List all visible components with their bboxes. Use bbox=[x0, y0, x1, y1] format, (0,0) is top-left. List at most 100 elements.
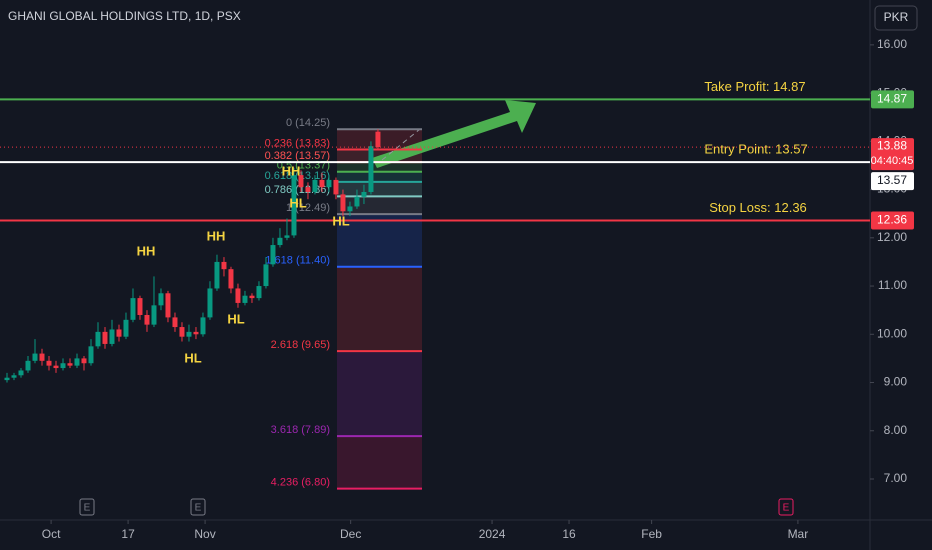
candle-body bbox=[144, 314, 150, 325]
event-box bbox=[190, 498, 206, 516]
candle-body bbox=[18, 370, 24, 376]
candle-body bbox=[249, 295, 255, 299]
event-label: E bbox=[195, 503, 202, 514]
fib-zone bbox=[337, 214, 422, 267]
pattern-label: HL bbox=[227, 311, 244, 326]
candle-body bbox=[277, 237, 283, 246]
fib-zone bbox=[337, 266, 422, 352]
x-tick-label: 2024 bbox=[479, 527, 506, 541]
candle-body bbox=[158, 293, 164, 306]
pattern-label: HH bbox=[282, 163, 301, 178]
candle-body bbox=[137, 298, 143, 315]
event-label: E bbox=[84, 503, 91, 514]
level-badge: 12.36 bbox=[877, 213, 907, 227]
candle-body bbox=[214, 261, 220, 289]
chart-title: GHANI GLOBAL HOLDINGS LTD, 1D, PSX bbox=[8, 9, 241, 23]
currency-label[interactable]: PKR bbox=[884, 10, 909, 24]
candle-body bbox=[228, 269, 234, 289]
candle-body bbox=[326, 179, 332, 188]
candle-body bbox=[60, 363, 66, 369]
candle-body bbox=[179, 327, 185, 337]
candle-body bbox=[81, 358, 87, 364]
pattern-label: HH bbox=[137, 243, 156, 258]
candle-body bbox=[67, 363, 73, 366]
candle-body bbox=[165, 293, 171, 318]
price-badge: 13.88 bbox=[877, 138, 907, 152]
fib-label: 1.618 (11.40) bbox=[265, 255, 330, 267]
x-tick-label: Dec bbox=[340, 527, 361, 541]
candle-body bbox=[53, 365, 59, 369]
y-tick-label: 8.00 bbox=[884, 423, 908, 437]
candle-body bbox=[130, 298, 136, 320]
x-tick-label: 17 bbox=[121, 527, 135, 541]
candle-body bbox=[88, 346, 94, 364]
candle-body bbox=[39, 353, 45, 361]
pattern-label: HL bbox=[332, 213, 349, 228]
level-badge-bg bbox=[871, 90, 914, 109]
level-label: Entry Point: 13.57 bbox=[704, 142, 807, 157]
candle-body bbox=[235, 288, 241, 303]
candle-body bbox=[4, 377, 10, 381]
fib-label: 0 (14.25) bbox=[286, 117, 330, 129]
candle-body bbox=[186, 331, 192, 337]
candle-body bbox=[305, 187, 311, 192]
candle-body bbox=[74, 358, 80, 366]
candle-body bbox=[207, 288, 213, 318]
candle-body bbox=[46, 360, 52, 366]
candle-body bbox=[333, 179, 339, 195]
x-tick-label: 16 bbox=[562, 527, 576, 541]
fib-zone bbox=[337, 171, 422, 182]
candle-body bbox=[361, 191, 367, 197]
fib-label: 4.236 (6.80) bbox=[271, 477, 330, 489]
candle-body bbox=[221, 261, 227, 270]
candle-body bbox=[116, 329, 122, 337]
candle-body bbox=[375, 131, 381, 148]
candle-body bbox=[319, 179, 325, 188]
candle-body bbox=[193, 331, 199, 335]
fib-label: 1 (12.49) bbox=[286, 202, 330, 214]
level-badge: 13.57 bbox=[877, 173, 907, 187]
candle-body bbox=[298, 175, 304, 188]
currency-button[interactable] bbox=[874, 5, 918, 31]
candle-body bbox=[102, 331, 108, 344]
x-tick-label: Nov bbox=[194, 527, 215, 541]
price-badge-bg bbox=[871, 138, 914, 171]
candle-body bbox=[263, 264, 269, 287]
candle-body bbox=[32, 353, 38, 361]
fib-label: 3.618 (7.89) bbox=[271, 424, 330, 436]
candle-body bbox=[270, 245, 276, 265]
y-tick-label: 7.00 bbox=[884, 471, 908, 485]
pattern-label: HL bbox=[184, 350, 201, 365]
candle-body bbox=[284, 235, 290, 238]
candle-body bbox=[291, 175, 297, 236]
candle-body bbox=[200, 317, 206, 335]
candle-body bbox=[312, 179, 318, 192]
event-label: E bbox=[783, 503, 790, 514]
pattern-label: HH bbox=[207, 228, 226, 243]
candle-body bbox=[347, 206, 353, 212]
y-tick-label: 9.00 bbox=[884, 375, 908, 389]
candle-body bbox=[123, 319, 129, 337]
y-tick-label: 11.00 bbox=[878, 278, 907, 292]
fib-label: 0.382 (13.57) bbox=[265, 150, 330, 162]
candle-body bbox=[256, 286, 262, 299]
candle-body bbox=[95, 331, 101, 347]
level-badge-bg bbox=[871, 211, 914, 230]
arrow bbox=[372, 100, 536, 168]
pattern-label: HL bbox=[289, 195, 306, 210]
x-tick-label: Mar bbox=[788, 527, 809, 541]
fib-label: 2.618 (9.65) bbox=[271, 339, 330, 351]
candle-body bbox=[109, 329, 115, 344]
level-badge: 14.87 bbox=[877, 92, 907, 106]
candle-body bbox=[340, 194, 346, 212]
trend-line bbox=[381, 128, 421, 161]
candle-body bbox=[151, 305, 157, 325]
y-tick-label: 16.00 bbox=[877, 37, 907, 51]
level-badge-bg bbox=[871, 172, 914, 191]
y-tick-label: 12.00 bbox=[877, 230, 907, 244]
level-label: Stop Loss: 12.36 bbox=[709, 200, 807, 215]
level-label: Take Profit: 14.87 bbox=[704, 79, 805, 94]
fib-label: 0.618 (13.16) bbox=[265, 170, 330, 182]
